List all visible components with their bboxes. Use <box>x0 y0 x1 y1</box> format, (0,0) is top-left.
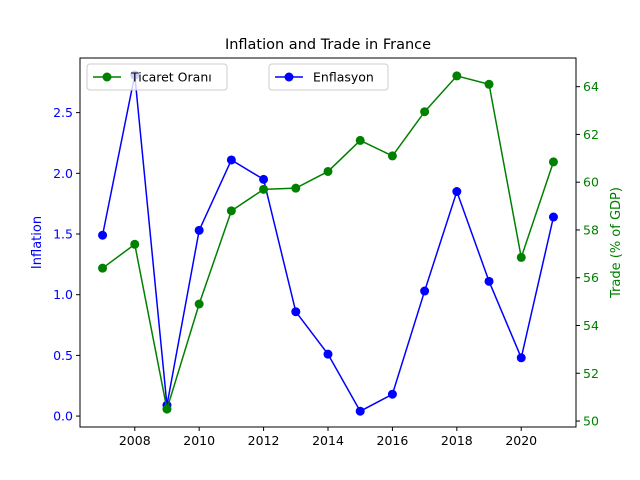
y-axis-left-label: Inflation <box>30 216 45 269</box>
legend-trade-box <box>86 63 228 91</box>
y-left-tick-label: 2.0 <box>53 166 73 181</box>
data-point-trade <box>323 166 333 176</box>
data-point-inflation <box>226 155 236 165</box>
y-right-tick-label: 58 <box>583 222 599 237</box>
y-right-tick-label: 60 <box>583 175 599 190</box>
y-axis-right-label: Trade (% of GDP) <box>609 187 624 299</box>
y-left-tick-label: 0.0 <box>53 409 73 424</box>
plot-frame <box>79 57 577 428</box>
legend-trade: Ticaret Oranı <box>86 63 228 91</box>
legend-trade-label: Ticaret Oranı <box>130 70 212 85</box>
legend-inflation: Enflasyon <box>268 63 389 91</box>
legend-trade-marker <box>102 72 112 82</box>
data-point-trade <box>548 157 558 167</box>
data-point-inflation <box>194 225 204 235</box>
y-right-tick-label: 52 <box>583 366 599 381</box>
y-left-tick-label: 1.5 <box>53 227 73 242</box>
data-point-inflation <box>387 389 397 399</box>
data-point-inflation <box>98 230 108 240</box>
x-axis: 2008 2010 2012 2014 2016 2018 2020 <box>119 427 537 448</box>
data-point-trade <box>226 206 236 216</box>
data-point-trade <box>130 239 140 249</box>
legend-inflation-label: Enflasyon <box>313 70 374 85</box>
legend-inflation-marker <box>284 72 294 82</box>
data-point-trade <box>387 151 397 161</box>
y-left-tick-label: 1.0 <box>53 287 73 302</box>
data-point-trade <box>484 79 494 89</box>
x-tick-label: 2010 <box>183 433 215 448</box>
y-right-tick-label: 62 <box>583 127 599 142</box>
y-right-tick-label: 54 <box>583 318 599 333</box>
x-tick-label: 2008 <box>119 433 151 448</box>
data-point-inflation <box>516 353 526 363</box>
data-point-trade <box>291 183 301 193</box>
data-point-trade <box>194 299 204 309</box>
data-point-trade <box>355 135 365 145</box>
chart-title: Inflation and Trade in France <box>225 37 431 53</box>
data-point-inflation <box>291 307 301 317</box>
x-tick-label: 2018 <box>441 433 473 448</box>
data-point-trade <box>420 107 430 117</box>
data-point-inflation <box>548 212 558 222</box>
y-right-tick-label: 56 <box>583 270 599 285</box>
y-left-tick-label: 0.5 <box>53 348 73 363</box>
data-point-trade <box>162 404 172 414</box>
data-point-trade <box>98 263 108 273</box>
data-point-trade <box>452 71 462 81</box>
y-left-tick-label: 2.5 <box>53 105 73 120</box>
data-point-inflation <box>259 174 269 184</box>
plot-area <box>98 70 558 416</box>
data-point-inflation <box>484 276 494 286</box>
data-point-inflation <box>452 187 462 197</box>
data-point-trade <box>259 184 269 194</box>
series-line-trade <box>102 75 555 410</box>
x-tick-label: 2012 <box>248 433 280 448</box>
data-point-inflation <box>355 406 365 416</box>
x-tick-label: 2020 <box>505 433 537 448</box>
data-point-inflation <box>420 286 430 296</box>
y-axis-right: 50 52 54 56 58 60 62 64 <box>576 79 599 429</box>
data-point-inflation <box>323 349 333 359</box>
data-point-trade <box>516 252 526 262</box>
series-line-inflation <box>101 74 555 413</box>
legend-inflation-box <box>268 63 389 91</box>
y-axis-left: 0.0 0.5 1.0 1.5 2.0 2.5 <box>53 105 80 424</box>
x-tick-label: 2016 <box>377 433 409 448</box>
y-right-tick-label: 50 <box>583 414 599 429</box>
y-right-tick-label: 64 <box>583 79 599 94</box>
x-tick-label: 2014 <box>312 433 344 448</box>
